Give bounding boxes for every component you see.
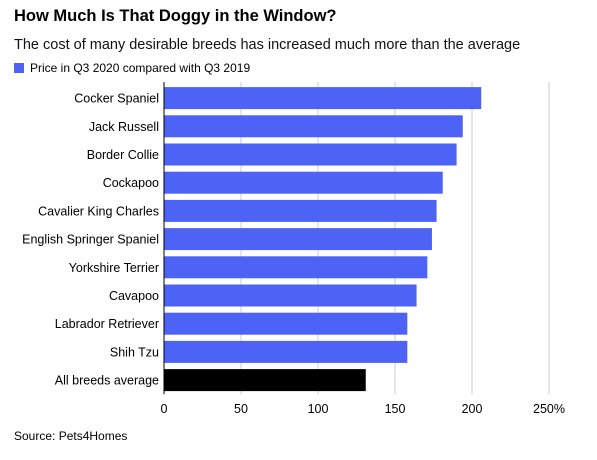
- legend-swatch: [14, 63, 24, 73]
- category-label: Jack Russell: [89, 120, 159, 134]
- x-tick-label: 100: [308, 402, 329, 416]
- category-label: Cavapoo: [109, 289, 159, 303]
- x-tick-label: 250%: [533, 402, 565, 416]
- x-tick-label: 0: [161, 402, 168, 416]
- bar: [164, 228, 432, 251]
- category-label: Yorkshire Terrier: [69, 261, 159, 275]
- bar: [164, 143, 457, 166]
- bar: [164, 171, 443, 194]
- bar: [164, 312, 408, 335]
- category-label: Labrador Retriever: [55, 317, 159, 331]
- x-tick-label: 50: [234, 402, 248, 416]
- category-label: Cavalier King Charles: [38, 204, 159, 218]
- bar: [164, 369, 366, 392]
- x-tick-label: 200: [462, 402, 483, 416]
- bar: [164, 284, 417, 307]
- bar: [164, 115, 463, 138]
- category-label: Cocker Spaniel: [74, 92, 159, 106]
- bar: [164, 87, 482, 110]
- x-tick-label: 150: [385, 402, 406, 416]
- legend-label: Price in Q3 2020 compared with Q3 2019: [30, 61, 251, 75]
- source-note: Source: Pets4Homes: [14, 429, 128, 443]
- category-label: Border Collie: [87, 148, 159, 162]
- chart-title: How Much Is That Doggy in the Window?: [14, 7, 337, 25]
- bar: [164, 340, 408, 363]
- category-label: Cockapoo: [103, 176, 159, 190]
- bar: [164, 199, 437, 222]
- category-label: English Springer Spaniel: [22, 233, 159, 247]
- category-label: All breeds average: [55, 374, 159, 388]
- category-label: Shih Tzu: [110, 345, 159, 359]
- chart-legend: Price in Q3 2020 compared with Q3 2019: [14, 61, 250, 75]
- chart-subtitle: The cost of many desirable breeds has in…: [14, 37, 521, 53]
- bar: [164, 256, 428, 279]
